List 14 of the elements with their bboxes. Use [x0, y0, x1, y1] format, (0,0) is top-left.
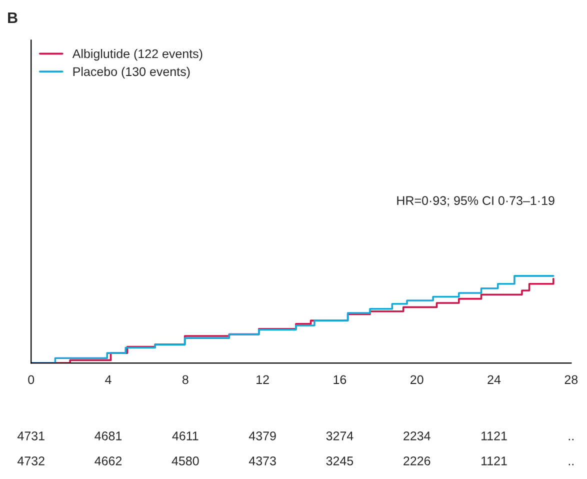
x-tick-label: 0 [28, 375, 34, 384]
x-tick-label: 20 [410, 375, 424, 384]
text: 4732 4662 4580 4373 3245 2226 1121 .. [17, 456, 574, 466]
x-tick-label: 8 [182, 375, 188, 384]
x-tick-label: 12 [256, 375, 269, 384]
x-tick-label: 24 [488, 375, 501, 384]
x-tick-label: 16 [334, 375, 346, 384]
text: 4731 4681 4611 4379 3274 2234 1121 .. [17, 432, 574, 440]
legend-label: Placebo (130 events) [73, 66, 190, 79]
legend-label: Albiglutide (122 events) [72, 48, 202, 61]
x-tick-label: 4 [105, 375, 112, 384]
chart-title: B [8, 12, 18, 24]
text: HR=0·93; 95% CI 0·73–1·19 [397, 196, 554, 206]
x-tick-label: 28 [564, 375, 578, 384]
